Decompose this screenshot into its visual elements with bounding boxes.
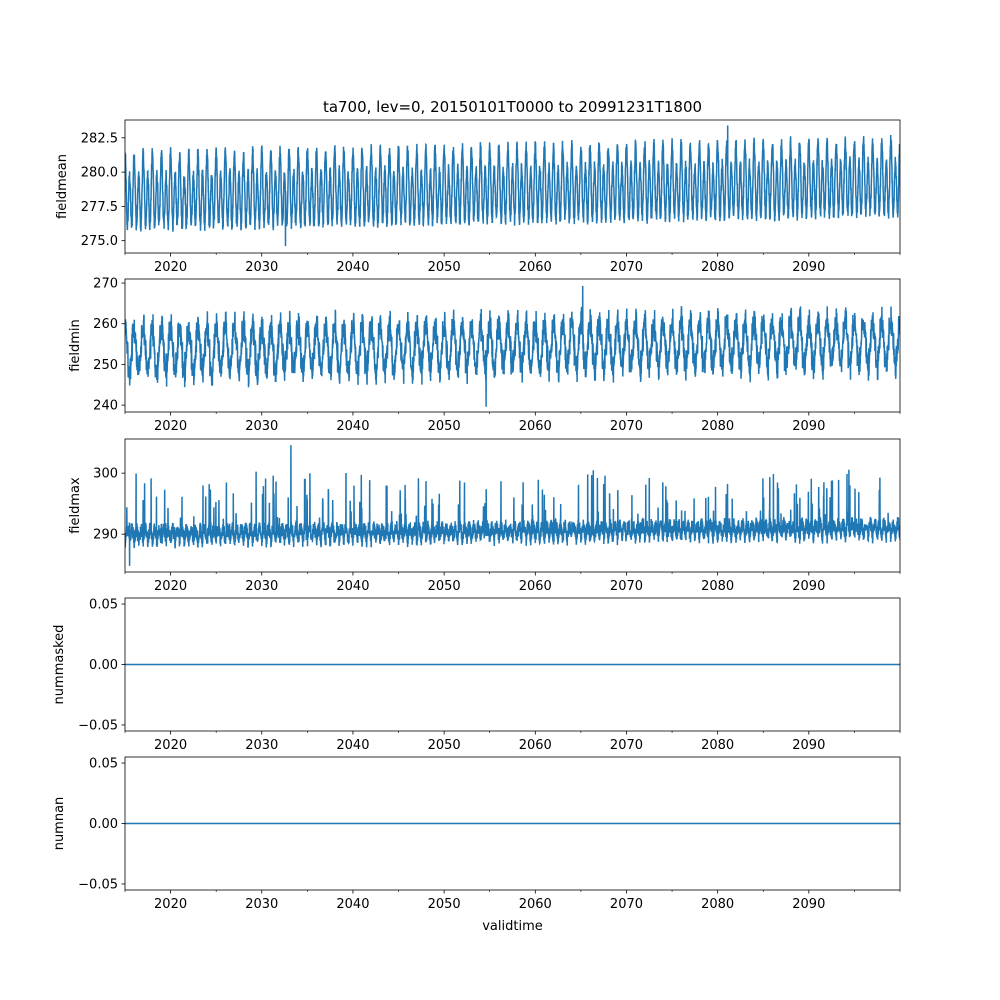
x-tick-label: 2090: [792, 419, 825, 434]
panel-fieldmin: 240 250 260 270 2020 2030 2040 2050 2060 2070 2080…: [68, 277, 901, 434]
x-tick-label: 2020: [154, 419, 187, 434]
x-tick-label: 2060: [519, 419, 552, 434]
series-line-fieldmean: [125, 125, 900, 247]
x-tick-label: 2070: [610, 579, 643, 594]
x-tick-label: 2030: [245, 579, 278, 594]
x-tick-label: 2050: [428, 579, 461, 594]
x-tick-label: 2080: [701, 419, 734, 434]
x-tick-label: 2090: [792, 738, 825, 753]
y-axis-label: numnan: [52, 797, 67, 851]
y-tick-label: 260: [93, 317, 118, 332]
x-tick-label: 2040: [336, 897, 369, 912]
x-tick-label: 2080: [701, 260, 734, 275]
x-tick-label: 2070: [610, 419, 643, 434]
y-axis-label: fieldmean: [55, 154, 70, 219]
y-axis-label: nummasked: [52, 625, 67, 705]
axes-frame: [124, 438, 901, 573]
y-tick-label: −0.05: [78, 877, 118, 892]
x-tick-label: 2020: [154, 738, 187, 753]
series-line-fieldmax: [125, 445, 900, 566]
y-tick-label: 280.0: [81, 166, 118, 181]
axes-frame: [124, 119, 901, 254]
x-tick-label: 2080: [701, 579, 734, 594]
y-tick-label: 270: [93, 277, 118, 292]
panel-fieldmean: 275.0 277.5 280.0 282.5 2020 2030 2040 2050 2060…: [55, 119, 901, 275]
x-tick-label: 2070: [610, 260, 643, 275]
x-tick-label: 2040: [336, 579, 369, 594]
y-axis-label: fieldmax: [68, 477, 83, 534]
x-tick-label: 2050: [428, 419, 461, 434]
x-tick-label: 2050: [428, 897, 461, 912]
y-tick-label: −0.05: [78, 718, 118, 733]
x-tick-label: 2060: [519, 260, 552, 275]
x-tick-label: 2090: [792, 579, 825, 594]
x-tick-label: 2020: [154, 260, 187, 275]
x-tick-label: 2080: [701, 897, 734, 912]
y-tick-label: 240: [93, 399, 118, 414]
x-tick-label: 2050: [428, 738, 461, 753]
x-tick-label: 2030: [245, 738, 278, 753]
panel-nummasked: −0.05 0.00 0.05 2020 2030 2040 2050 2060 2070 208…: [52, 598, 901, 753]
y-tick-label: 0.00: [89, 817, 118, 832]
x-tick-label: 2090: [792, 897, 825, 912]
y-tick-label: 0.05: [89, 757, 118, 772]
panel-numnan: −0.05 0.00 0.05 2020 2030 2040 2050 2060 2070 208…: [52, 757, 901, 912]
x-tick-label: 2060: [519, 579, 552, 594]
y-tick-label: 0.00: [89, 658, 118, 673]
y-tick-label: 0.05: [89, 598, 118, 613]
axes-frame: [124, 278, 901, 413]
x-tick-label: 2060: [519, 897, 552, 912]
x-tick-label: 2020: [154, 897, 187, 912]
x-tick-label: 2070: [610, 897, 643, 912]
x-tick-label: 2040: [336, 419, 369, 434]
x-tick-label: 2050: [428, 260, 461, 275]
chart-title: ta700, lev=0, 20150101T0000 to 20991231T…: [323, 98, 702, 116]
x-tick-label: 2080: [701, 738, 734, 753]
y-tick-label: 275.0: [81, 234, 118, 249]
x-tick-label: 2030: [245, 260, 278, 275]
panel-fieldmax: 290 300 2020 2030 2040 2050 2060 2070 2080 2090 fi…: [68, 438, 901, 594]
x-tick-label: 2090: [792, 260, 825, 275]
y-tick-label: 250: [93, 358, 118, 373]
y-tick-label: 300: [93, 467, 118, 482]
y-tick-label: 290: [93, 528, 118, 543]
y-tick-label: 277.5: [81, 200, 118, 215]
x-tick-label: 2040: [336, 260, 369, 275]
y-axis-label: fieldmin: [68, 319, 83, 372]
x-axis-label: validtime: [482, 919, 543, 934]
series-line-fieldmin: [125, 285, 900, 407]
y-tick-label: 282.5: [81, 131, 118, 146]
x-tick-label: 2040: [336, 738, 369, 753]
x-tick-label: 2060: [519, 738, 552, 753]
x-tick-label: 2030: [245, 419, 278, 434]
x-tick-label: 2020: [154, 579, 187, 594]
x-tick-label: 2030: [245, 897, 278, 912]
x-tick-label: 2070: [610, 738, 643, 753]
